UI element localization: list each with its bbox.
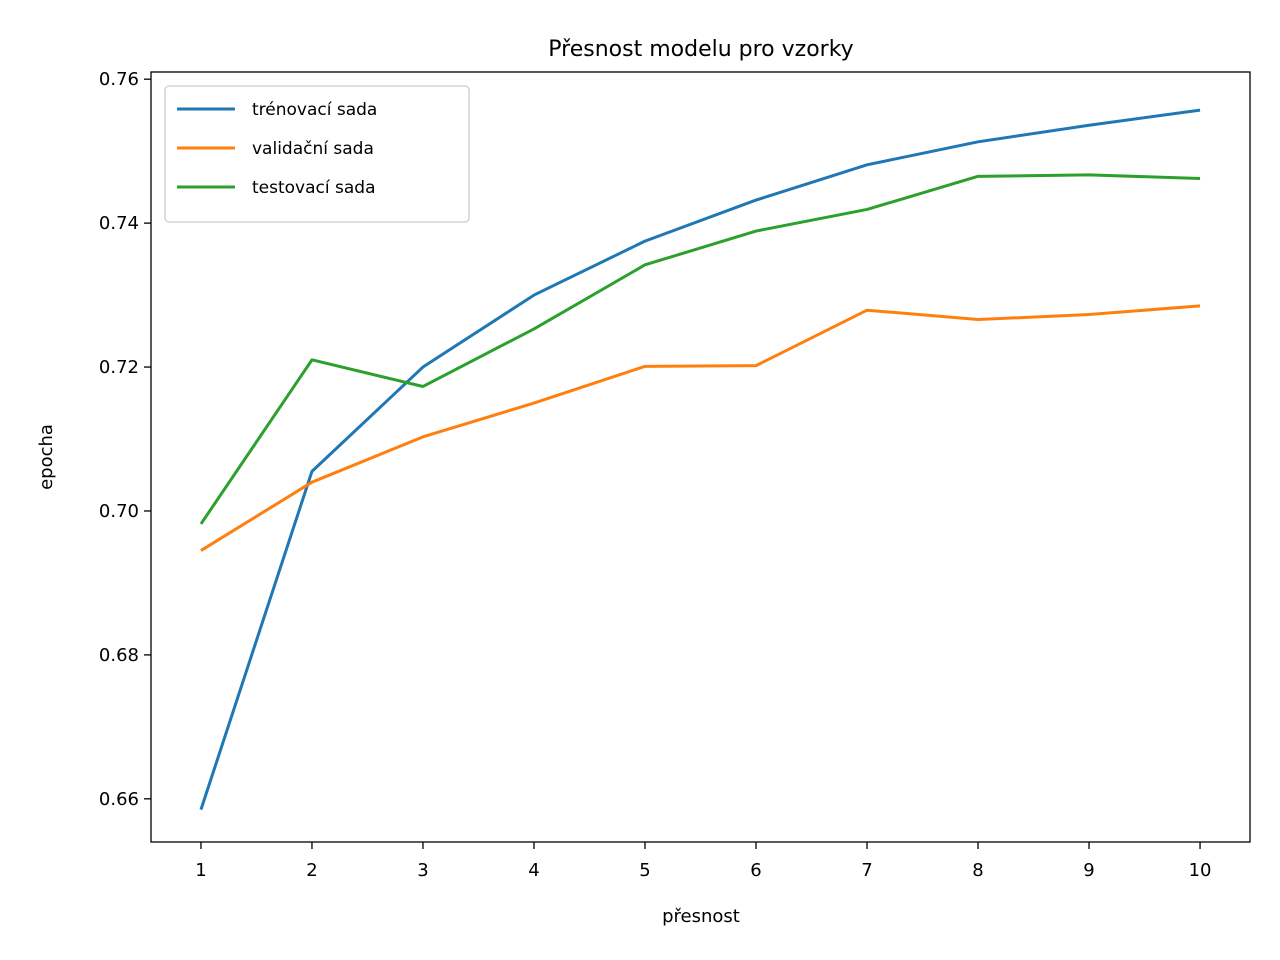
x-tick-label: 3 [417,860,428,881]
series-line-1 [199,108,1201,811]
x-tick-label: 9 [1083,860,1094,881]
x-tick-label: 1 [195,860,206,881]
x-axis-label: přesnost [662,906,740,927]
legend: trénovací sada validační sada testovací sa… [164,85,470,223]
legend-label-3: testovací sada [252,178,375,198]
plot-frame [150,71,1251,843]
y-tick-label: 0.74 [99,213,139,234]
x-tick-label: 6 [750,860,761,881]
y-axis-label: epocha [36,424,57,490]
x-tick-label: 4 [528,860,539,881]
chart-title: Přesnost modelu pro vzorky [548,37,853,62]
y-tick-label: 0.76 [99,69,139,90]
y-tick-label: 0.66 [99,789,139,810]
series-line-2 [200,304,1201,552]
x-tick-label: 8 [972,860,983,881]
y-axis-ticks: 0.66 0.68 0.70 0.72 0.74 0.76 [99,69,151,810]
x-tick-label: 5 [639,860,650,881]
y-tick-label: 0.72 [99,357,139,378]
series-line-3 [199,173,1201,525]
legend-label-2: validační sada [252,139,374,159]
plot-lines [199,108,1201,811]
x-tick-label: 2 [306,860,317,881]
y-tick-label: 0.70 [99,501,139,522]
x-tick-label: 7 [861,860,872,881]
x-tick-label: 10 [1189,860,1212,881]
legend-box [164,85,470,223]
y-tick-label: 0.68 [99,645,139,666]
legend-label-1: trénovací sada [252,100,377,120]
x-axis-ticks: 1 2 3 4 5 6 7 8 9 10 [195,842,1211,881]
